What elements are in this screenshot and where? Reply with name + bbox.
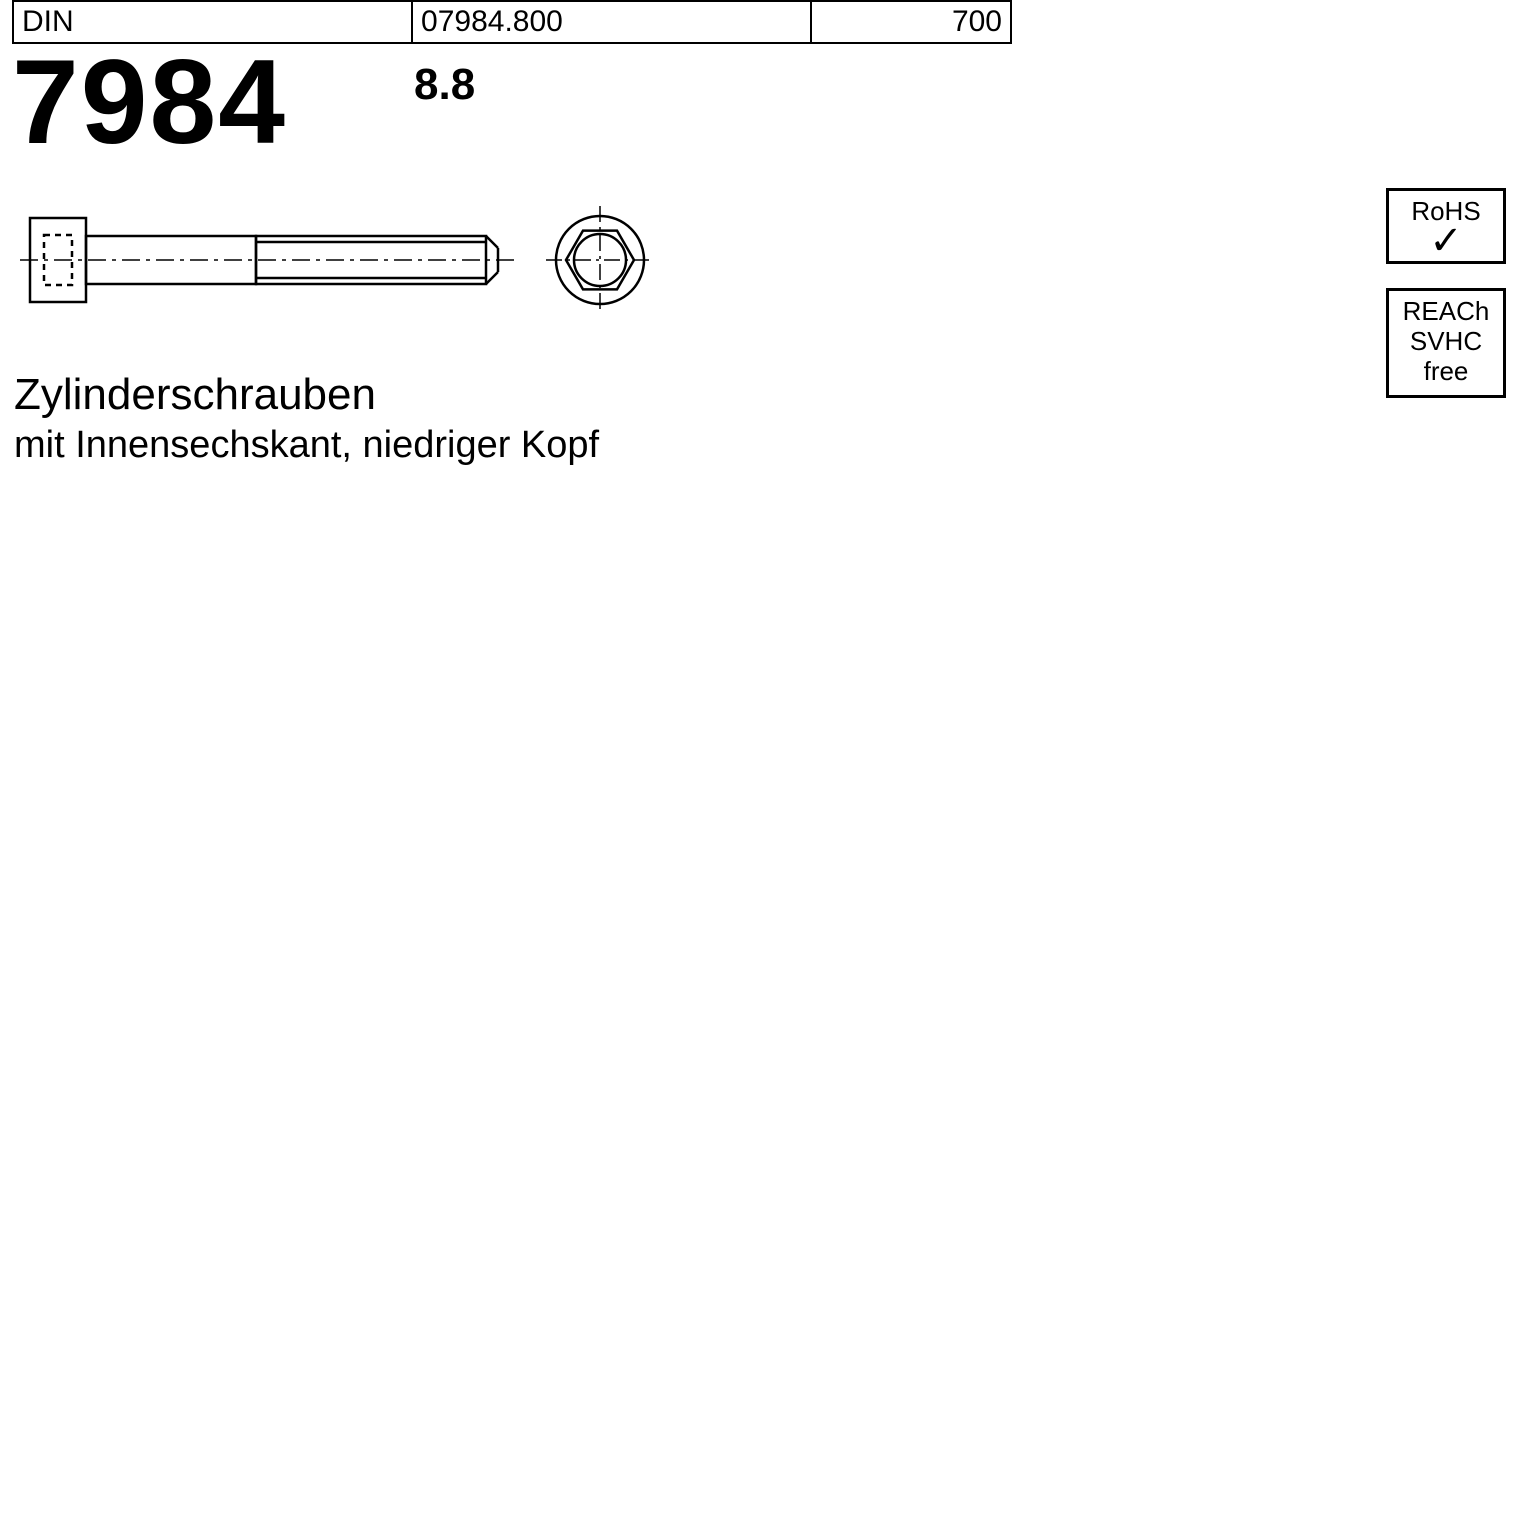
description-line2: mit Innensechskant, niedriger Kopf bbox=[14, 424, 599, 467]
reach-line3: free bbox=[1424, 356, 1469, 386]
reach-badge: REACh SVHC free bbox=[1386, 288, 1506, 398]
compliance-badges: RoHS ✓ REACh SVHC free bbox=[1386, 188, 1506, 398]
header-code-cell: 07984.800 bbox=[412, 1, 811, 43]
screw-drawing bbox=[20, 200, 660, 320]
standard-number: 7984 bbox=[12, 42, 287, 162]
reach-line2: SVHC bbox=[1410, 326, 1482, 356]
header-right-cell: 700 bbox=[811, 1, 1011, 43]
strength-grade: 8.8 bbox=[414, 60, 475, 110]
reach-line1: REACh bbox=[1403, 296, 1490, 326]
description-block: Zylinderschrauben mit Innensechskant, ni… bbox=[14, 370, 599, 467]
description-line1: Zylinderschrauben bbox=[14, 370, 599, 420]
rohs-badge: RoHS ✓ bbox=[1386, 188, 1506, 264]
check-icon: ✓ bbox=[1393, 229, 1499, 253]
